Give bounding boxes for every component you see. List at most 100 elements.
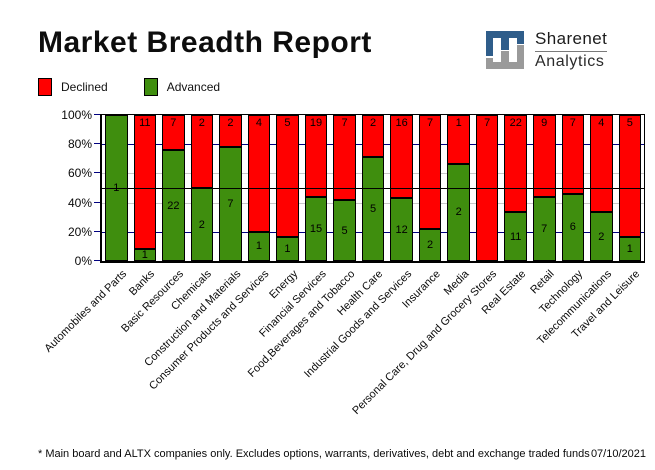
- advanced-count-label: 1: [626, 242, 633, 255]
- advanced-count-label: 7: [541, 223, 548, 236]
- advanced-count-label: 1: [255, 240, 262, 253]
- bar-segment-advanced: 22: [162, 150, 185, 261]
- page-title: Market Breadth Report: [38, 26, 372, 59]
- bar-segment-declined: 2: [361, 115, 385, 157]
- sharenet-logo: Sharenet Analytics: [484, 29, 608, 71]
- bar-segment-advanced: 1: [247, 231, 271, 261]
- stacked-bar: 16 12: [390, 115, 413, 261]
- bar-segment-declined: 5: [618, 115, 642, 237]
- bar-slot: 22 11: [501, 115, 530, 261]
- bar-slot: 11 1: [131, 115, 160, 261]
- stacked-bar: 19 15: [304, 115, 328, 261]
- bar-segment-advanced: 11: [504, 212, 527, 261]
- bar-segment-advanced: 2: [418, 228, 442, 261]
- y-axis-tick: [94, 230, 100, 232]
- declined-count-label: 19: [309, 117, 323, 129]
- bar-slot: 19 15: [302, 115, 331, 261]
- y-axis-label: 40%: [67, 195, 92, 210]
- report-date: 07/10/2021: [590, 448, 646, 460]
- logo-brand-name: Sharenet: [535, 29, 608, 52]
- advanced-count-label: 5: [369, 202, 377, 215]
- bar-segment-advanced: 2: [447, 163, 470, 261]
- declined-count-label: 7: [341, 117, 348, 129]
- bar-slot: 7 22: [159, 115, 188, 261]
- bar-segment-declined: 4: [247, 115, 271, 232]
- bar-segment-declined: 1: [447, 115, 470, 164]
- advanced-count-label: 1: [284, 242, 291, 255]
- bar-segment-declined: 7: [162, 115, 185, 151]
- y-axis-tick: [94, 143, 100, 145]
- advanced-count-label: 15: [309, 222, 323, 235]
- y-axis-tick: [94, 114, 100, 115]
- bar-segment-advanced: 7: [219, 147, 242, 261]
- declined-count-label: 5: [626, 117, 633, 129]
- declined-count-label: 7: [170, 117, 177, 129]
- gridline-50: [102, 188, 644, 189]
- bar-segment-declined: 2: [219, 115, 242, 148]
- advanced-count-label: 1: [141, 248, 148, 261]
- bar-segment-advanced: 12: [390, 198, 413, 261]
- bar-segment-advanced: 7: [532, 197, 556, 261]
- bar-slot: 16 12: [387, 115, 416, 261]
- bar-segment-advanced: 2: [190, 188, 214, 261]
- sharenet-logo-icon: [484, 29, 526, 71]
- declined-count-label: 1: [455, 117, 462, 129]
- bar-segment-advanced: 5: [333, 200, 356, 261]
- declined-swatch-icon: [38, 78, 52, 96]
- logo-brand-sub: Analytics: [535, 53, 605, 70]
- bar-segment-declined: 5: [276, 115, 299, 237]
- advanced-count-label: 2: [598, 230, 605, 243]
- bar-segment-advanced: 5: [361, 156, 385, 261]
- declined-count-label: 2: [198, 117, 205, 129]
- legend-item-declined: Declined: [38, 78, 108, 96]
- bar-segment-advanced: 1: [276, 236, 299, 261]
- bar-segment-declined: 4: [590, 115, 613, 213]
- stacked-bar: 7 22: [162, 115, 185, 261]
- bar-segment-declined: 11: [133, 115, 157, 249]
- declined-count-label: 4: [255, 117, 262, 129]
- declined-count-label: 4: [598, 117, 605, 129]
- declined-count-label: 7: [427, 117, 434, 129]
- footnote: * Main board and ALTX companies only. Ex…: [38, 448, 590, 460]
- stacked-bar: 22 11: [504, 115, 527, 261]
- declined-count-label: 7: [484, 117, 491, 129]
- y-axis-tick: [94, 260, 100, 261]
- y-axis-tick: [94, 172, 100, 174]
- bar-segment-declined: 22: [504, 115, 527, 213]
- bar-segment-advanced: 2: [590, 212, 613, 261]
- declined-count-label: 9: [541, 117, 548, 129]
- advanced-count-label: 11: [509, 230, 522, 243]
- bar-segment-declined: 7: [561, 115, 585, 194]
- bar-segment-declined: 19: [304, 115, 328, 197]
- declined-count-label: 2: [227, 117, 234, 129]
- bar-segment-declined: 2: [190, 115, 214, 188]
- declined-count-label: 2: [369, 117, 377, 129]
- y-axis-label: 0%: [74, 254, 92, 268]
- advanced-count-label: 2: [427, 238, 434, 251]
- legend-label: Declined: [61, 80, 108, 94]
- declined-count-label: 11: [139, 117, 151, 129]
- stacked-bar: 11 1: [133, 115, 157, 261]
- y-axis-label: 60%: [67, 166, 92, 181]
- advanced-swatch-icon: [143, 78, 158, 96]
- bar-segment-advanced: 6: [561, 193, 585, 261]
